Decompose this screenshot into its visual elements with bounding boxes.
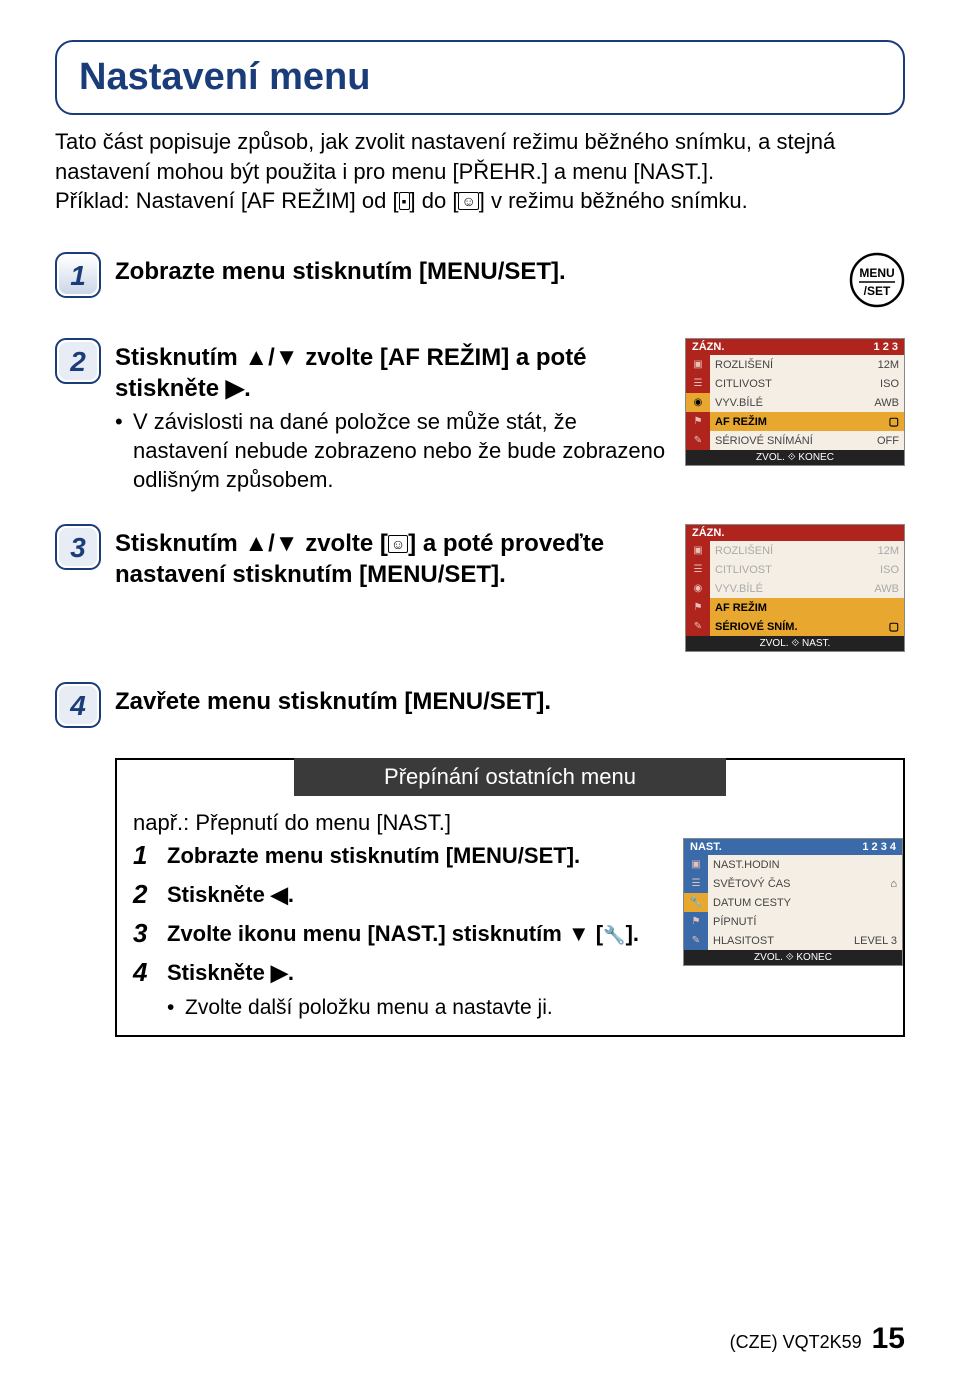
scr-item: AF REŽIM	[710, 598, 904, 617]
scr1-head-l: ZÁZN.	[692, 341, 724, 353]
glyph-face-af-icon-2: ☺	[388, 535, 408, 553]
svg-text:2: 2	[69, 346, 86, 377]
page-footer: (CZE) VQT2K59 15	[730, 1322, 905, 1356]
sub-box: Přepínání ostatních menu např.: Přepnutí…	[115, 758, 905, 1036]
sub-step-4-note: •Zvolte další položku menu a nastavte ji…	[167, 994, 657, 1022]
scr3-foot: ZVOL. ⟐ KONEC	[684, 950, 902, 965]
scr-item: ROZLIŠENÍ12M	[710, 541, 904, 560]
svg-text:/SET: /SET	[864, 284, 891, 298]
footer-code: (CZE) VQT2K59	[730, 1332, 862, 1353]
intro-line2b: ] do [	[410, 188, 459, 213]
scr1-tabs: ▣☰◉⚑✎	[686, 355, 710, 450]
svg-text:1: 1	[70, 260, 86, 291]
step-1-text: Zobrazte menu stisknutím [MENU/SET].	[115, 256, 841, 287]
screenshot-3: NAST. 1 2 3 4 ▣☰🔧⚑✎ NAST.HODINSVĚTOVÝ ČAS…	[683, 838, 903, 966]
svg-text:MENU: MENU	[859, 266, 894, 280]
scr-item: VYV.BÍLÉAWB	[710, 393, 904, 412]
step-2-number-icon: 2	[55, 338, 101, 384]
step-4: 4 Zavřete menu stisknutím [MENU/SET].	[55, 682, 905, 728]
scr-item: VYV.BÍLÉAWB	[710, 579, 904, 598]
step-1: 1 Zobrazte menu stisknutím [MENU/SET]. M…	[55, 252, 905, 308]
svg-text:3: 3	[70, 532, 86, 563]
sub-lead: např.: Přepnutí do menu [NAST.]	[133, 808, 657, 838]
scr1-items: ROZLIŠENÍ12MCITLIVOSTISOVYV.BÍLÉAWBAF RE…	[710, 355, 904, 450]
scr3-items: NAST.HODINSVĚTOVÝ ČAS⌂DATUM CESTYPÍPNUTÍ…	[708, 855, 902, 950]
screenshot-2: ZÁZN. ▣☰◉⚑✎ ROZLIŠENÍ12MCITLIVOSTISOVYV.…	[685, 524, 905, 652]
step-3-number-icon: 3	[55, 524, 101, 570]
scr3-head-l: NAST.	[690, 841, 722, 853]
glyph-face-af-icon: ☺	[458, 192, 478, 210]
page-title: Nastavení menu	[79, 56, 881, 99]
intro-line2a: Příklad: Nastavení [AF REŽIM] od [	[55, 188, 399, 213]
sub-step-4: Stiskněte ▶.	[167, 955, 657, 990]
scr-item: PÍPNUTÍ	[708, 912, 902, 931]
step-3: 3 Stisknutím ▲/▼ zvolte [☺] a poté prove…	[55, 524, 905, 652]
title-box: Nastavení menu	[55, 40, 905, 115]
scr2-head-l: ZÁZN.	[692, 527, 724, 539]
step-2-heading: Stisknutím ▲/▼ zvolte [AF REŽIM] a poté …	[115, 342, 667, 404]
scr2-items: ROZLIŠENÍ12MCITLIVOSTISOVYV.BÍLÉAWBAF RE…	[710, 541, 904, 636]
scr-item: SVĚTOVÝ ČAS⌂	[708, 874, 902, 893]
step-2-note-text: V závislosti na dané položce se může stá…	[133, 408, 667, 494]
step-4-number-icon: 4	[55, 682, 101, 728]
step-4-text: Zavřete menu stisknutím [MENU/SET].	[115, 686, 897, 717]
intro-paragraph: Tato část popisuje způsob, jak zvolit na…	[55, 127, 905, 216]
sub-step-1: Zobrazte menu stisknutím [MENU/SET].	[167, 838, 657, 873]
step-2-note: • V závislosti na dané položce se může s…	[115, 408, 667, 494]
step-3-heading-a: Stisknutím ▲/▼ zvolte [	[115, 530, 388, 557]
screenshot-1: ZÁZN. 1 2 3 ▣☰◉⚑✎ ROZLIŠENÍ12MCITLIVOSTIS…	[685, 338, 905, 466]
svg-text:4: 4	[69, 690, 86, 721]
scr1-foot: ZVOL. ⟐ KONEC	[686, 450, 904, 465]
scr-item: CITLIVOSTISO	[710, 560, 904, 579]
intro-line2c: ] v režimu běžného snímku.	[479, 188, 748, 213]
scr-item: HLASITOSTLEVEL 3	[708, 931, 902, 950]
scr-item: CITLIVOSTISO	[710, 374, 904, 393]
scr-item: NAST.HODIN	[708, 855, 902, 874]
scr-item: SÉRIOVÉ SNÍMÁNÍOFF	[710, 431, 904, 450]
scr3-tabs: ▣☰🔧⚑✎	[684, 855, 708, 950]
scr-item: SÉRIOVÉ SNÍM.▢	[710, 617, 904, 636]
page-number: 15	[872, 1322, 905, 1356]
scr2-foot: ZVOL. ⟐ NAST.	[686, 636, 904, 651]
scr2-tabs: ▣☰◉⚑✎	[686, 541, 710, 636]
intro-line1: Tato část popisuje způsob, jak zvolit na…	[55, 129, 835, 184]
glyph-single-af-icon: ▪	[399, 192, 410, 210]
step-2: 2 Stisknutím ▲/▼ zvolte [AF REŽIM] a pot…	[55, 338, 905, 494]
sub-step-2: Stiskněte ◀.	[167, 877, 657, 912]
sub-box-title: Přepínání ostatních menu	[294, 758, 726, 796]
sub-step-3: Zvolte ikonu menu [NAST.] stisknutím ▼ […	[167, 916, 657, 951]
scr1-head-r: 1 2 3	[874, 341, 898, 353]
scr-item: DATUM CESTY	[708, 893, 902, 912]
step-3-heading: Stisknutím ▲/▼ zvolte [☺] a poté proveďt…	[115, 528, 667, 590]
scr-item: ROZLIŠENÍ12M	[710, 355, 904, 374]
step-1-number-icon: 1	[55, 252, 101, 298]
menu-set-button-icon: MENU/SET	[849, 252, 905, 308]
scr3-head-r: 1 2 3 4	[862, 841, 896, 853]
scr-item: AF REŽIM▢	[710, 412, 904, 431]
